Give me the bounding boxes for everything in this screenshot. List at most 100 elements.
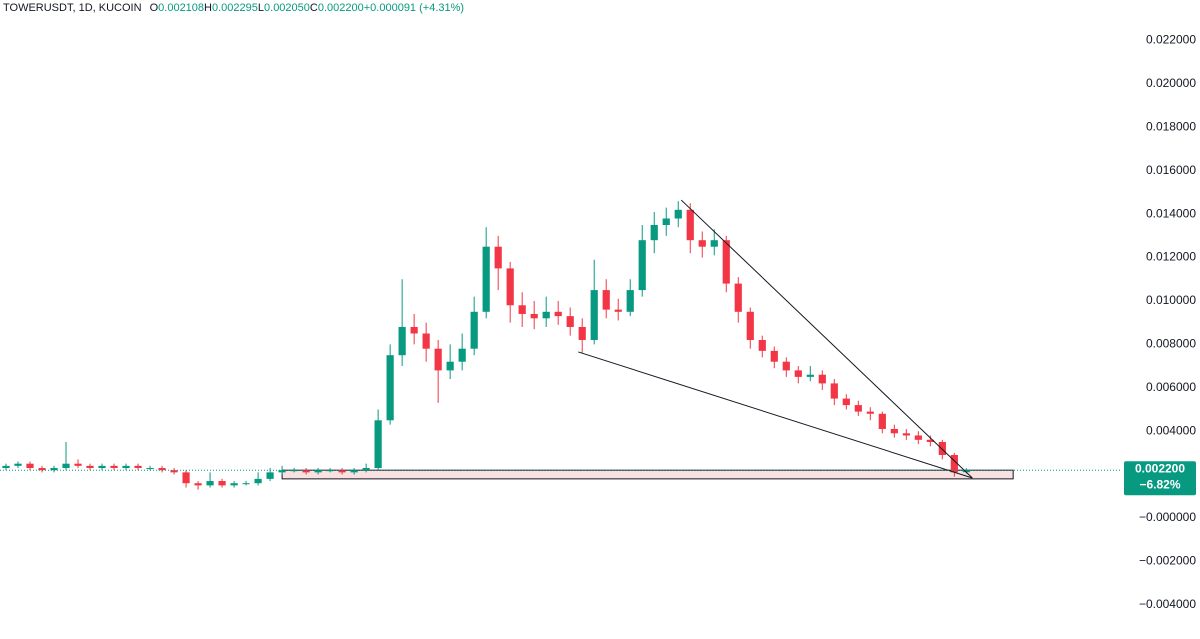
candle [362,463,370,473]
candle [830,379,838,406]
candle [158,465,166,473]
candle-body [242,483,250,485]
candle [302,468,310,475]
candle [638,225,646,297]
candle [194,481,202,490]
candle-body [878,413,886,429]
candle-body [842,398,850,406]
candle-body [446,361,454,371]
trend-line [680,199,973,479]
y-tick-label: 0.004000 [1146,423,1196,437]
y-tick-label: 0.012000 [1146,250,1196,264]
y-tick-label: 0.008000 [1146,337,1196,351]
last-price-label: 0.002200 [1135,461,1185,475]
candle-body [650,225,658,241]
candle [650,211,658,254]
candle [842,394,850,410]
candle [494,235,502,291]
candle-body [122,465,130,469]
candle [722,235,730,293]
zone-rectangle [281,469,1014,480]
symbol-title: TOWERUSDT, 1D, KUCOIN [3,2,142,14]
candle-body [578,326,586,341]
candle [74,459,82,469]
candle-body [410,326,418,334]
candle-body [218,481,226,486]
candle [206,472,214,488]
candle-body [314,470,322,473]
y-tick-label: 0.006000 [1146,380,1196,394]
candle-body [662,218,670,226]
candle-body [866,411,874,414]
candle-body [626,290,634,312]
candle [146,465,154,471]
candle [734,277,742,323]
candle-body [830,383,838,399]
candle [854,400,862,416]
candle [338,468,346,475]
candle-body [350,470,358,473]
candle [170,468,178,475]
candle [698,231,706,258]
candle [866,407,874,421]
candle-body [26,463,34,469]
candle [86,463,94,471]
y-tick-label: 0.014000 [1146,206,1196,220]
candle-body [926,439,934,442]
candle [182,470,190,488]
candle-body [2,465,10,469]
candle [98,463,106,471]
candle-body [518,305,526,314]
y-tick-label: 0.016000 [1146,163,1196,177]
candle-body [422,333,430,349]
candle-body [770,350,778,362]
candle-body [170,470,178,473]
candle [542,296,550,327]
candle [914,431,922,445]
candle [758,335,766,358]
candle [218,478,226,488]
y-tick-label: 0.018000 [1146,120,1196,134]
candle [458,333,466,371]
candle-body [530,313,538,319]
candle [374,409,382,471]
candle [410,313,418,345]
candle [2,463,10,471]
candle-body [146,468,154,470]
candle-body [890,428,898,434]
last-price-change: −6.82% [1139,477,1180,491]
candle [14,461,22,469]
candle [566,307,574,336]
ohlc-key: O [149,2,159,14]
candle-body [914,435,922,440]
ohlc-key: H [204,2,212,14]
candle [770,346,778,369]
candle-body [206,481,214,486]
candle [50,465,58,473]
candle-body [734,283,742,312]
candle-body [14,463,22,466]
candle [782,357,790,377]
y-tick-label: 0.020000 [1146,76,1196,90]
candle-body [590,290,598,341]
candle [254,472,262,486]
candle-body [902,433,910,436]
candle-body [722,240,730,284]
candle-body [254,478,262,484]
candle-body [602,290,610,310]
candle-body [374,420,382,469]
candle-body [746,311,754,341]
ohlc-value: 0.002050 [264,2,310,14]
candle-body [566,316,574,327]
candle-body [950,455,958,473]
candle [902,428,910,440]
candle-body [158,468,166,471]
candle-body [782,361,790,371]
candle-body [458,348,466,362]
candle [314,468,322,475]
candle [422,322,430,362]
candle-body [98,465,106,469]
candle-body [614,309,622,312]
candle [602,279,610,319]
